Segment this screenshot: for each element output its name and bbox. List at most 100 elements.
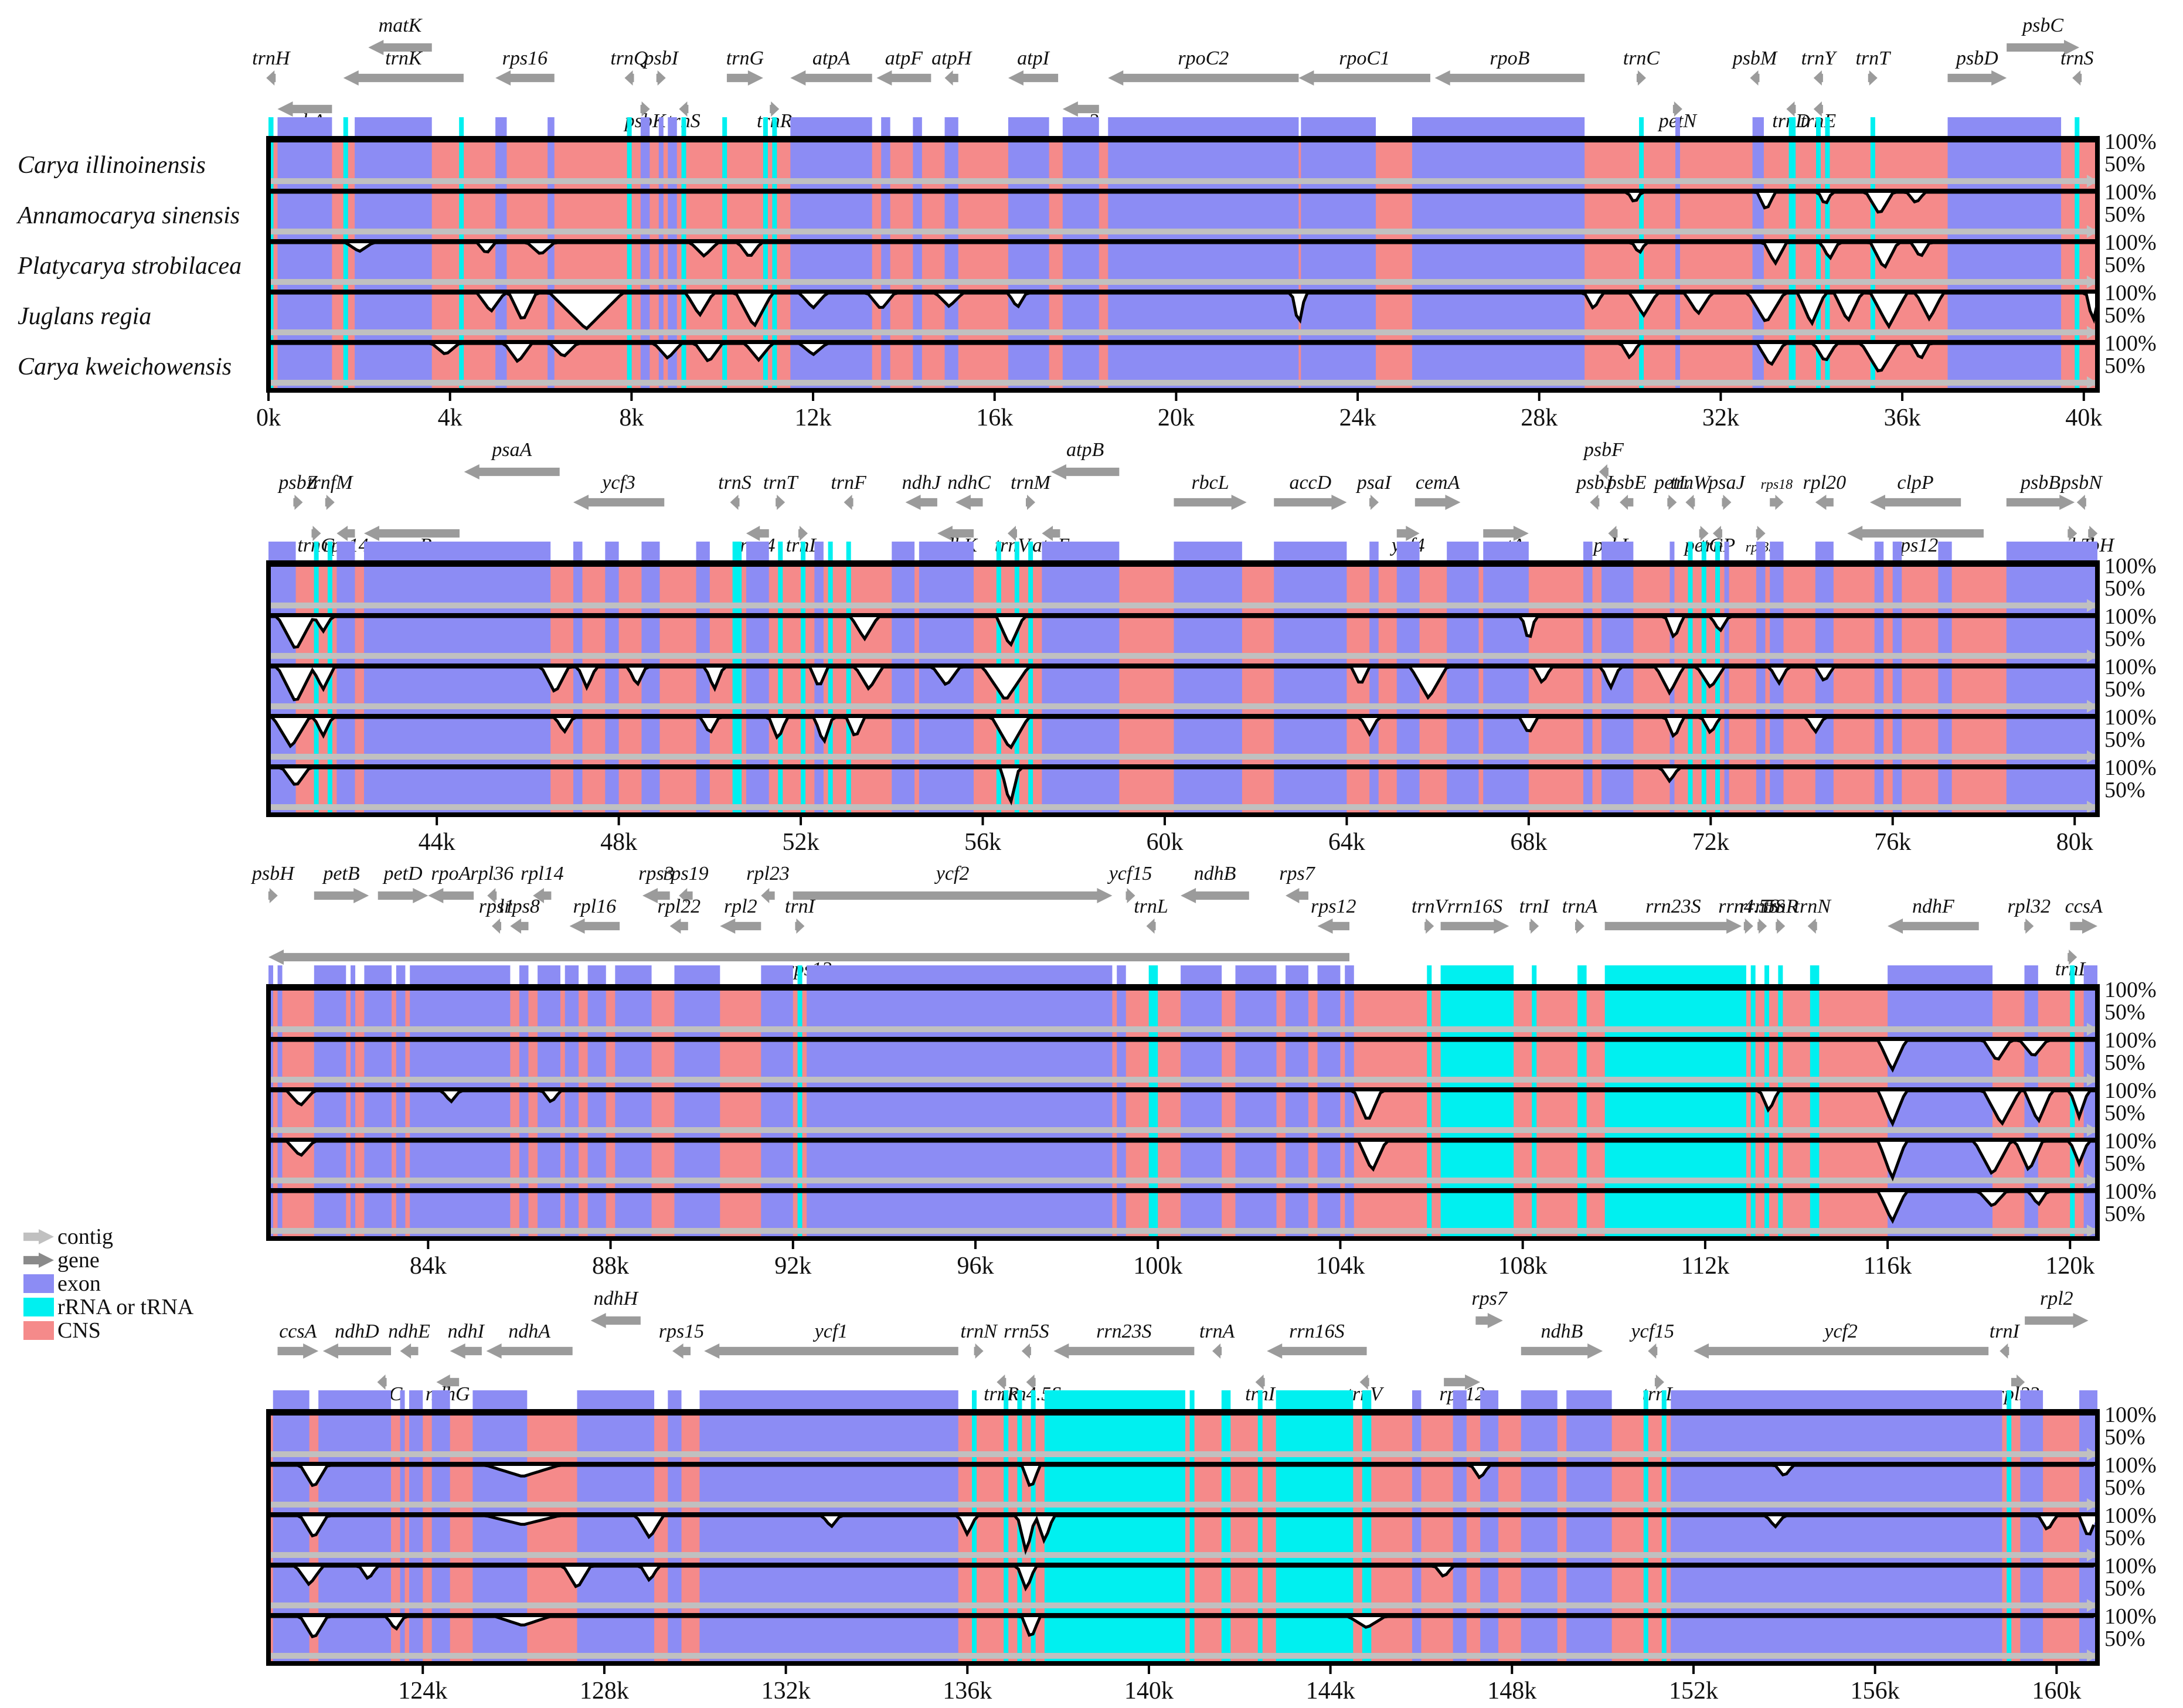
exon-marker	[1669, 542, 1675, 563]
percent-100-label: 100%	[2104, 1604, 2157, 1629]
exon-region	[668, 290, 677, 340]
x-tick-label: 36k	[1884, 404, 1921, 431]
rna-marker	[1661, 1390, 1667, 1411]
gene-arrow	[2006, 495, 2075, 510]
gene-arrow	[1869, 495, 1961, 510]
rna-region	[1715, 613, 1720, 664]
rna-region	[778, 613, 783, 664]
gene-label: rpl22	[657, 896, 701, 917]
rna-region	[1870, 239, 1875, 290]
percent-100-label: 100%	[2104, 130, 2157, 154]
gene-label: ndhI	[448, 1321, 485, 1342]
exon-marker	[919, 542, 974, 563]
rna-region	[722, 138, 727, 189]
gene-label: ndhD	[335, 1321, 379, 1342]
exon-region	[1892, 613, 1902, 664]
gene-arrow	[1146, 918, 1156, 934]
rna-region	[1427, 1188, 1432, 1239]
rna-region	[763, 290, 768, 340]
gene-arrow	[1770, 495, 1784, 510]
rna-marker	[1276, 1390, 1354, 1411]
rna-region	[1577, 1188, 1587, 1239]
exon-region	[277, 1138, 283, 1188]
rna-region	[268, 189, 274, 239]
gene-label: trnA	[1562, 896, 1598, 917]
exon-region	[1453, 1512, 1467, 1563]
gene-arrow	[1685, 495, 1695, 510]
rna-region	[1257, 1462, 1263, 1512]
percent-50-label: 50%	[2104, 1101, 2145, 1125]
rna-marker	[459, 117, 464, 138]
exon-region	[351, 986, 356, 1037]
percent-100-label: 100%	[2104, 1078, 2157, 1103]
exon-marker	[892, 542, 915, 563]
exon-region	[495, 138, 507, 189]
rna-marker	[1440, 965, 1514, 986]
x-tick-label: 40k	[2065, 404, 2102, 431]
rna-region	[1148, 1087, 1158, 1138]
percent-50-label: 50%	[2104, 1627, 2145, 1651]
rna-region	[1825, 290, 1830, 340]
rna-region	[1750, 986, 1756, 1037]
rna-region	[1750, 1138, 1756, 1188]
gene-label: ndhE	[388, 1321, 430, 1342]
gene-label: trnG	[726, 47, 764, 69]
x-tick-label: 104k	[1315, 1253, 1365, 1280]
exon-marker	[519, 965, 529, 986]
exon-region	[1724, 764, 1729, 815]
gene-arrow	[1608, 526, 1618, 541]
rna-region	[681, 138, 686, 189]
rna-region	[1639, 239, 1644, 290]
exon-marker	[814, 542, 824, 563]
exon-region	[1892, 664, 1902, 714]
track-top-border	[268, 1138, 2097, 1142]
x-tick-label: 100k	[1133, 1253, 1182, 1280]
rna-region	[722, 340, 727, 390]
contig-arrow	[2087, 599, 2097, 612]
rna-marker	[1639, 117, 1644, 138]
rna-region	[327, 714, 332, 764]
gene-label: trnQ	[610, 47, 648, 69]
percent-100-label: 100%	[2104, 1179, 2157, 1204]
percent-50-label: 50%	[2104, 576, 2145, 601]
gene-arrow	[1648, 1343, 1658, 1359]
rna-region	[1257, 1512, 1263, 1563]
gene-arrow	[1672, 101, 1682, 117]
contig-line	[268, 1653, 2097, 1659]
exon-region	[1583, 714, 1593, 764]
contig-line	[268, 754, 2097, 760]
exon-marker	[2024, 965, 2038, 986]
rna-region	[1028, 764, 1033, 815]
exon-marker	[1008, 117, 1049, 138]
gene-label: rpl14	[521, 863, 564, 884]
gene-label: psaA	[491, 439, 532, 461]
exon-region	[396, 1188, 406, 1239]
rna-region	[732, 563, 742, 613]
exon-marker	[1396, 542, 1420, 563]
gene-arrow	[1274, 495, 1347, 510]
percent-50-label: 50%	[2104, 1151, 2145, 1176]
gene-label: ndhB	[1194, 863, 1236, 884]
gene-label: rps1	[479, 896, 514, 917]
gene-arrow	[1693, 1343, 1989, 1359]
exon-marker	[668, 1390, 682, 1411]
rna-region	[627, 340, 632, 390]
exon-region	[913, 189, 922, 239]
rna-region	[1639, 290, 1644, 340]
contig-arrow	[2087, 1174, 2097, 1187]
rna-region	[1764, 986, 1770, 1037]
identity-gap	[268, 243, 2097, 267]
rna-marker	[1810, 965, 1820, 986]
percent-100-label: 100%	[2104, 655, 2157, 679]
rna-marker	[1028, 542, 1033, 563]
rna-region	[1788, 189, 1796, 239]
exon-marker	[1412, 117, 1585, 138]
percent-100-label: 100%	[2104, 705, 2157, 730]
rna-region	[1643, 1613, 1648, 1663]
x-tick-label: 92k	[774, 1253, 811, 1280]
exon-region	[409, 1613, 423, 1663]
rna-legend-label: rRNA or tRNA	[57, 1295, 194, 1319]
gene-arrow	[640, 101, 650, 117]
rna-region	[1189, 1512, 1195, 1563]
